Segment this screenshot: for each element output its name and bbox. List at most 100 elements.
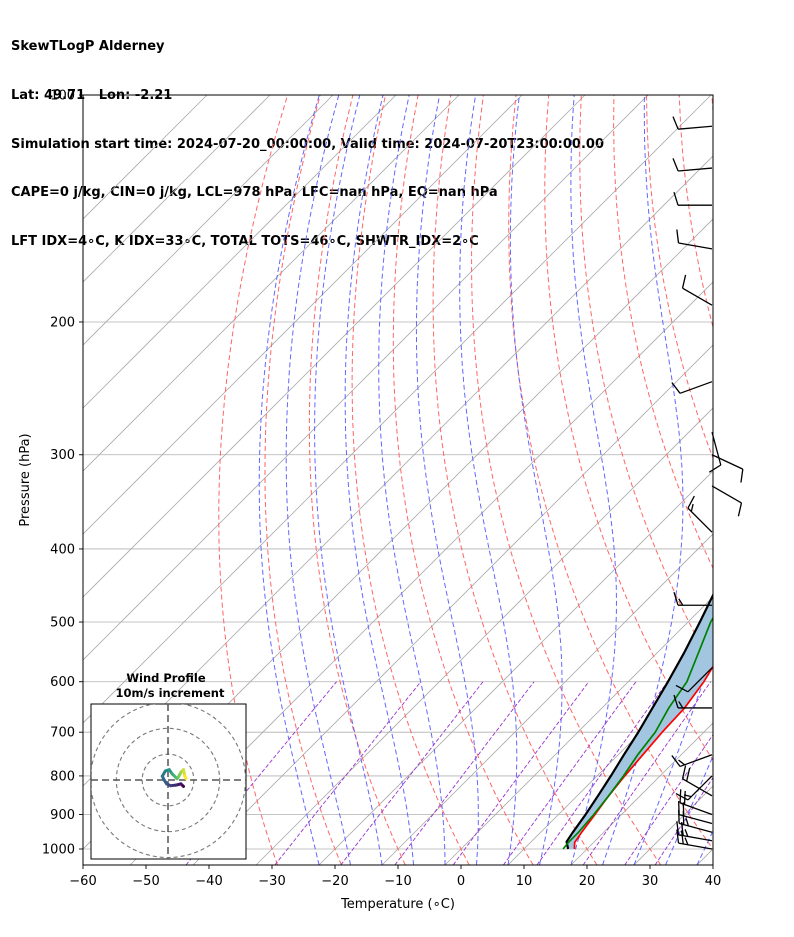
barb-feather: [690, 503, 694, 512]
barb-staff: [678, 834, 713, 842]
dry-adiabat-line: [351, 95, 470, 865]
barb-feather: [671, 755, 681, 767]
barb-feather: [673, 694, 679, 709]
moist-adiabat-line: [602, 95, 684, 865]
wind-barb: [673, 191, 712, 206]
moist-adiabat-line: [285, 95, 351, 865]
x-tick-label: −20: [321, 874, 348, 889]
barb-staff: [687, 507, 713, 533]
isotherm-line: [444, 596, 713, 865]
moist-adiabat-line: [314, 95, 383, 865]
dry-adiabat-line: [432, 95, 598, 865]
moist-adiabat-line: [570, 95, 618, 865]
barb-feather: [686, 767, 691, 782]
y-tick-label: 400: [50, 542, 75, 557]
barb-feather: [675, 793, 689, 801]
hodograph-plot: [91, 704, 246, 859]
barb-staff: [711, 431, 722, 466]
barb-feather: [678, 598, 684, 606]
moist-adiabat-line: [729, 95, 794, 865]
wind-barb: [681, 274, 713, 306]
wind-barb: [673, 694, 712, 709]
wind-barb: [672, 158, 713, 172]
barb-feather: [687, 495, 695, 509]
barb-feather: [683, 794, 692, 798]
barb-feather: [678, 759, 685, 766]
isotherm-line: [696, 848, 713, 865]
barb-feather: [737, 502, 743, 517]
skewt-grid: [83, 95, 794, 865]
hodograph-title: Wind Profile: [126, 671, 206, 685]
isotherm-line: [83, 95, 523, 535]
barb-staff: [678, 842, 713, 850]
isotherm-line: [83, 95, 649, 661]
dry-adiabat-line: [392, 95, 534, 865]
wind-barb: [675, 667, 713, 693]
moist-adiabat-line: [415, 95, 479, 865]
x-tick-label: −50: [132, 874, 159, 889]
barb-feather: [673, 592, 679, 606]
barb-staff: [678, 242, 713, 250]
barb-feather: [671, 382, 681, 394]
y-tick-label: 200: [50, 315, 75, 330]
y-tick-label: 500: [50, 616, 75, 631]
wind-barb: [671, 381, 713, 394]
dry-adiabat-line: [471, 95, 662, 865]
barb-feather: [681, 765, 687, 779]
mixing-ratio-line: [274, 681, 422, 865]
mixing-ratio-line: [536, 681, 668, 865]
barb-feather: [676, 821, 680, 835]
hodograph-subtitle: 10m/s increment: [116, 686, 225, 700]
barb-feather: [673, 191, 679, 206]
dry-adiabat-line: [777, 95, 794, 865]
barb-staff: [678, 125, 713, 130]
moist-adiabat-line: [696, 829, 713, 865]
x-tick-label: −40: [195, 874, 222, 889]
y-tick-label: 300: [50, 448, 75, 463]
wind-barb: [711, 485, 743, 517]
moist-adiabat-line: [459, 95, 518, 865]
isotherm-line: [507, 659, 713, 865]
wind-barb: [672, 116, 713, 130]
wind-barb: [676, 829, 713, 850]
isotherm-line: [83, 95, 334, 346]
hodograph-trace-segment: [183, 774, 188, 781]
moist-adiabat-line: [665, 754, 713, 865]
moist-adiabat-line: [344, 95, 414, 865]
chart-time-info: Simulation start time: 2024-07-20_00:00:…: [11, 136, 604, 152]
mixing-ratio-line: [452, 681, 590, 865]
barb-feather: [676, 829, 680, 844]
mixing-ratio-line: [340, 681, 484, 865]
isotherm-line: [83, 95, 460, 472]
wind-barb: [708, 431, 722, 473]
barb-staff: [682, 287, 713, 306]
x-tick-label: 40: [705, 874, 722, 889]
dry-adiabat-line: [508, 95, 713, 850]
barb-staff: [679, 381, 713, 394]
barb-feather: [708, 464, 722, 473]
mixing-ratio-line: [582, 681, 712, 865]
y-tick-label: 1000: [42, 843, 75, 858]
isotherm-line: [129, 281, 713, 865]
barb-feather: [684, 829, 689, 837]
dry-adiabat-line: [544, 95, 713, 762]
x-tick-label: 10: [516, 874, 533, 889]
x-tick-label: −60: [69, 874, 96, 889]
x-tick-label: −10: [384, 874, 411, 889]
y-axis-label: Pressure (hPa): [18, 433, 33, 526]
hodograph-inset: [90, 703, 247, 860]
barb-feather: [681, 274, 687, 289]
barb-feather: [675, 684, 689, 693]
barb-staff: [711, 485, 742, 504]
moist-adiabat-line: [378, 95, 446, 865]
isotherm-line: [255, 407, 713, 865]
wind-barb: [671, 754, 713, 768]
chart-title: SkewTLogP Alderney: [11, 39, 165, 55]
dry-adiabat-line: [646, 95, 713, 460]
barb-staff: [679, 802, 713, 816]
barb-feather: [740, 469, 744, 483]
isotherm-line: [83, 95, 271, 283]
wind-barb: [681, 765, 713, 797]
wind-barbs: [671, 116, 744, 850]
